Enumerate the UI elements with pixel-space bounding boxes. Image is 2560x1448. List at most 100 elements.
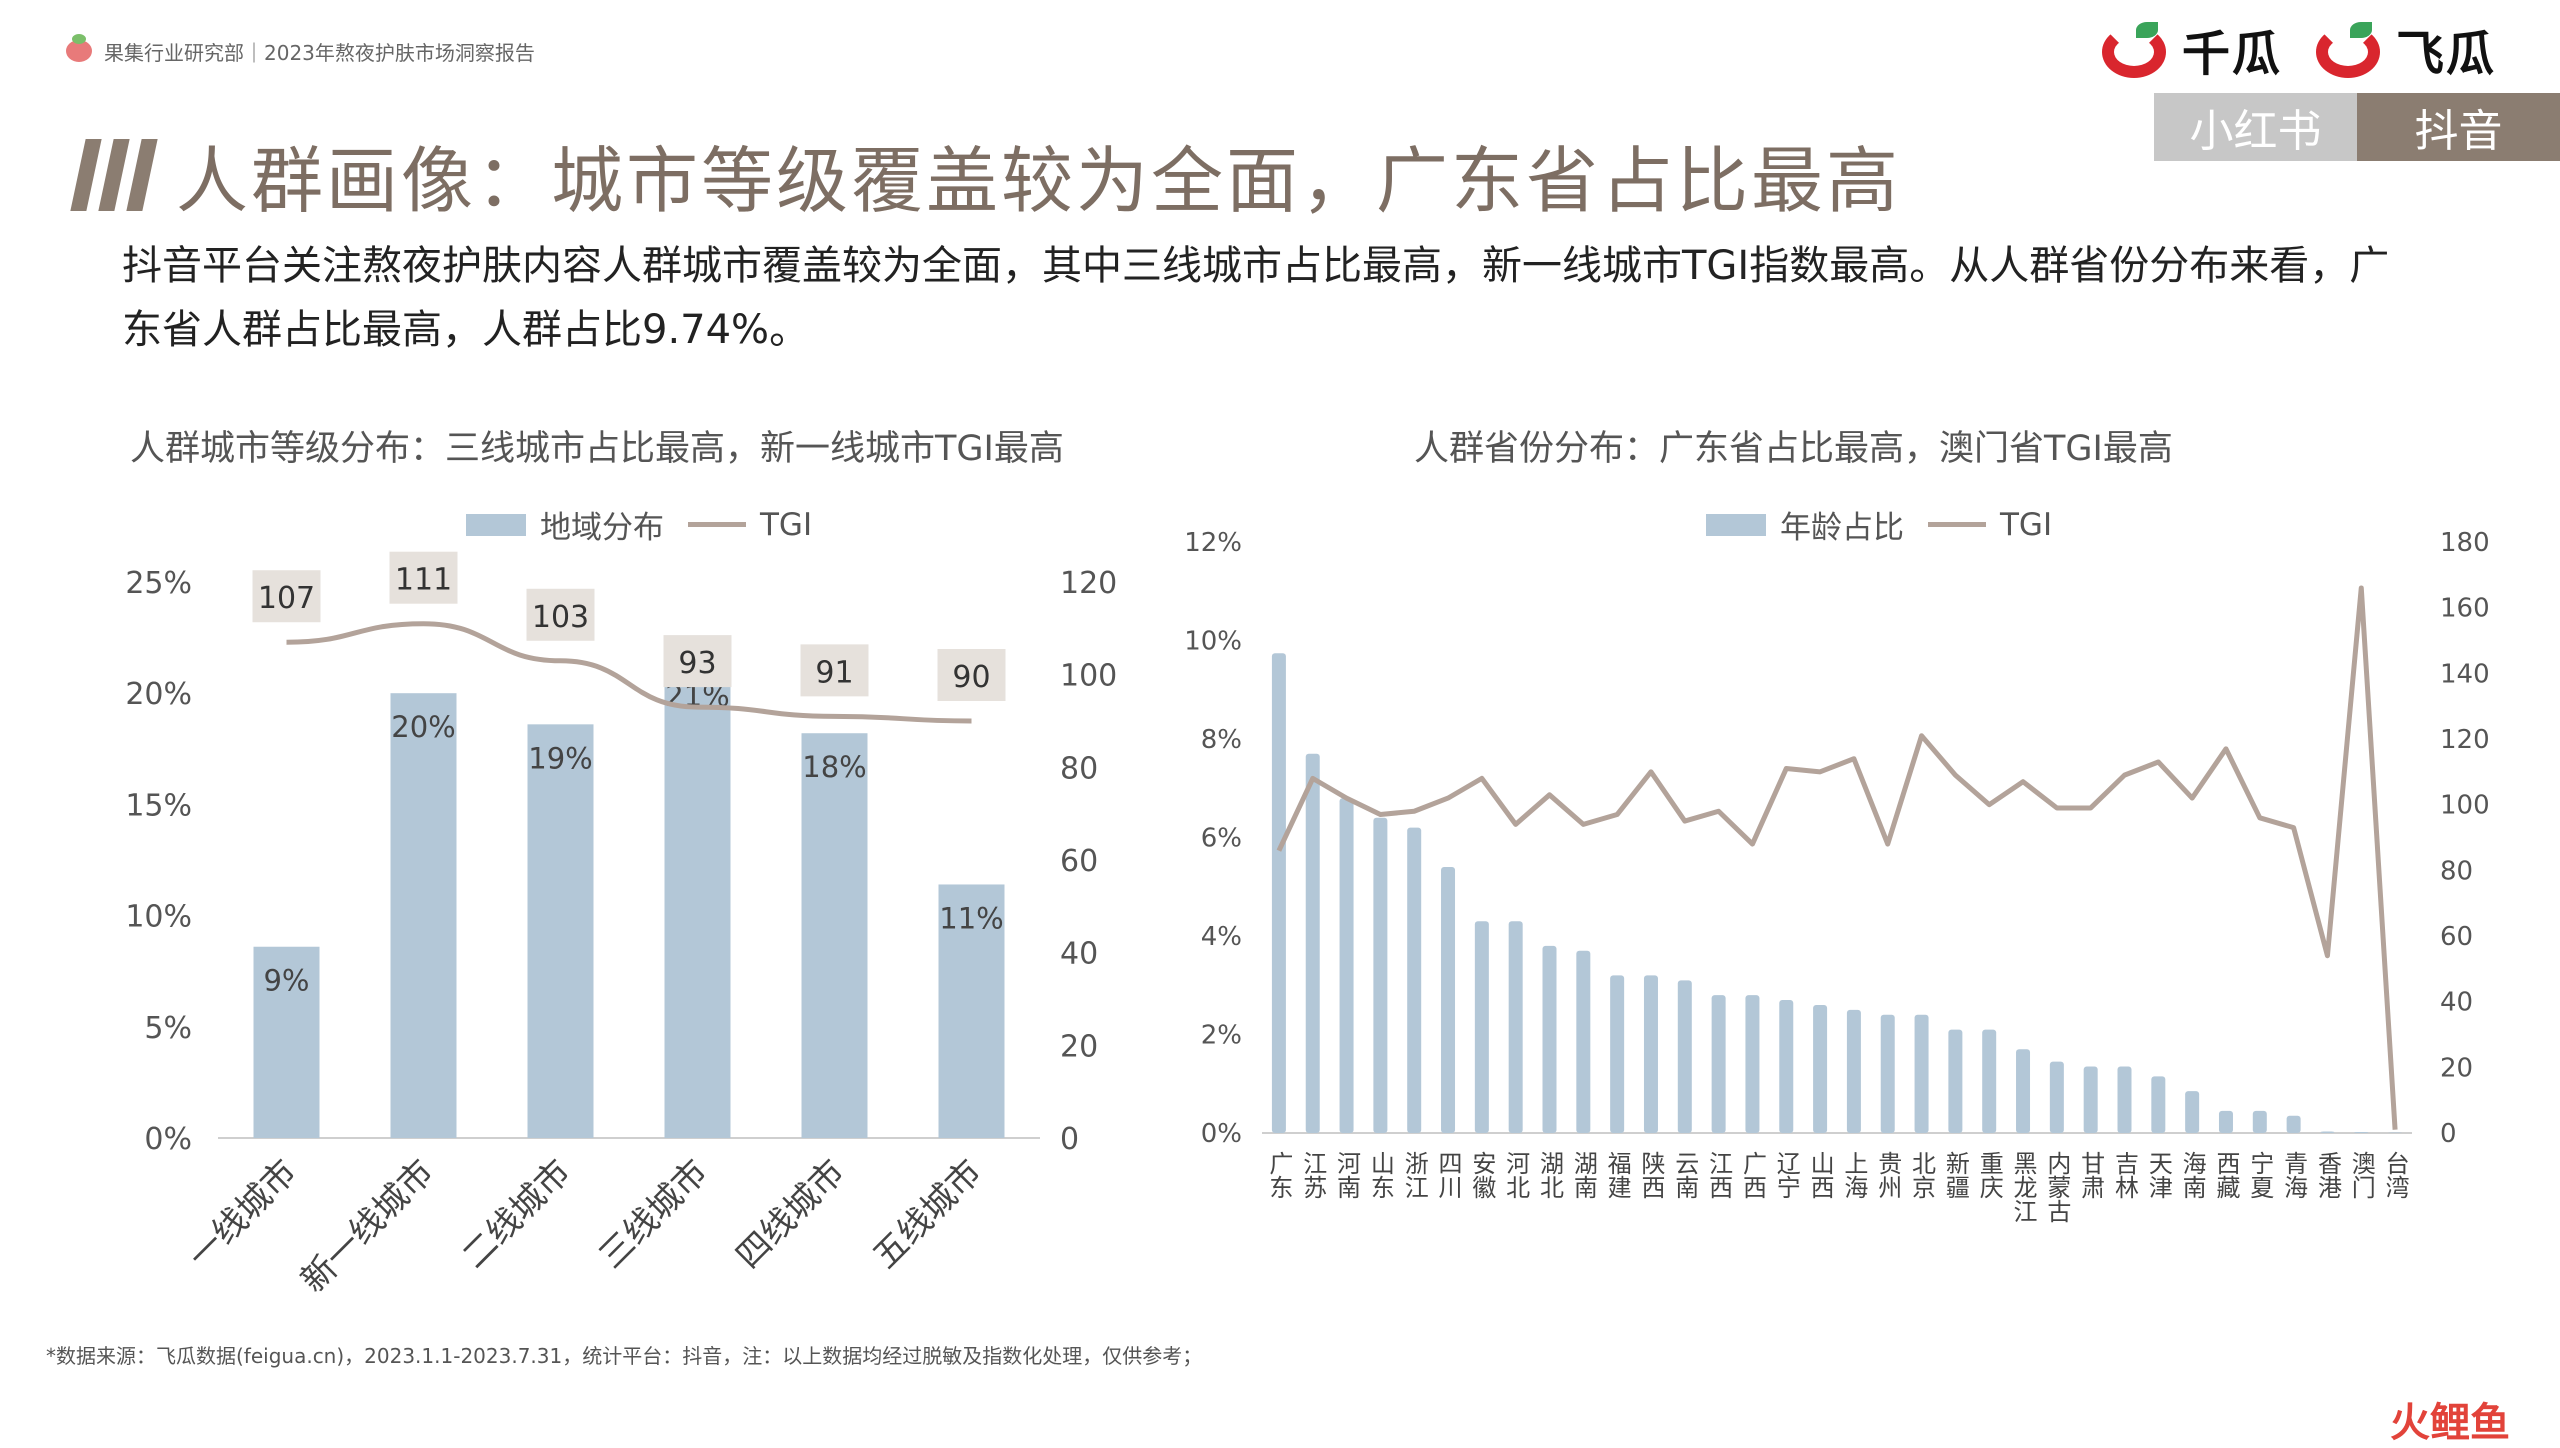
chart1-right-tick: 0 [1060,1122,1079,1157]
chart1-tgi-label-bg [663,635,732,688]
chart2-bar [1508,921,1523,1133]
chart2-bar [1982,1029,1997,1133]
chart2-bar [2016,1049,2031,1133]
chart1-tgi-label: 90 [952,660,990,695]
chart1-bar [527,724,594,1138]
chart2-category-label: 天津 [2144,1151,2172,1199]
chart1-legend: 地域分布 TGI [466,502,812,547]
chart1-bar [390,693,457,1138]
chart2-right-tick: 140 [2440,659,2490,689]
chart1-tgi-line [286,621,972,724]
chart2-bar [2354,1132,2369,1133]
chart1-category-label: 三线城市 [591,1152,715,1276]
chart1-right-tick: 20 [1060,1029,1098,1064]
chart2-right-tick: 120 [2440,725,2490,755]
chart2-right-tick: 20 [2440,1053,2473,1083]
chart2-category-label: 香港 [2313,1151,2341,1199]
chart1-tgi-label-bg [389,551,458,604]
chart2-legend-line-swatch [1928,522,1986,527]
chart2-bar [1677,980,1692,1133]
chart1-right-tick: 80 [1060,751,1098,786]
chart2-category-label: 湖南 [1569,1151,1597,1199]
chart2-category-label: 广西 [1738,1151,1766,1199]
chart1-right-tick: 100 [1060,659,1117,694]
chart2-bar [1779,1000,1794,1133]
report-source-text: 果集行业研究部｜2023年熬夜护肤市场洞察报告 [104,40,535,65]
chart1-bar [801,733,868,1138]
chart2-legend: 年龄占比 TGI [1706,502,2052,547]
chart1-tgi-label-bg [800,644,869,697]
chart1-tgi-label: 91 [815,655,853,690]
chart1-left-tick: 25% [125,566,192,601]
chart1-legend-line-label: TGI [760,506,813,543]
chart1-category-label: 四线城市 [728,1152,852,1276]
chart2-right-tick: 160 [2440,594,2490,624]
brand-feigua-name: 飞瓜 [2396,26,2497,82]
chart1-category-label: 五线城市 [865,1152,989,1276]
chart2-bar [1948,1029,1963,1133]
chart2-category-label: 贵州 [1874,1151,1902,1199]
chart1-left-tick: 20% [125,677,192,712]
chart2-tgi-line [1276,585,2398,1130]
chart1-left-tick: 15% [125,788,192,823]
chart1-category-label: 一线城市 [180,1152,304,1276]
chart1-tgi-label-bg [937,649,1006,701]
chart1-tgi-label: 107 [258,581,315,616]
chart2-bar [2320,1131,2335,1133]
brand-feigua: 飞瓜 [2312,14,2496,84]
chart2-title: 人群省份分布：广东省占比最高，澳门省TGI最高 [1414,429,2173,469]
fruit-logo-icon [66,34,92,62]
chart2-bar [2252,1110,2267,1133]
chart2-category-label: 安徽 [1468,1151,1496,1199]
chart2-left-tick: 4% [1201,922,1242,952]
chart2-left-tick: 10% [1184,627,1242,657]
chart2-bar [1542,945,1557,1133]
chart1-bar [664,662,731,1138]
chart2-bar [1474,921,1489,1133]
chart1-category-label: 二线城市 [454,1152,578,1276]
chart1-right-tick: 60 [1060,844,1098,879]
chart1-bar [253,946,320,1138]
chart1-right-tick: 40 [1060,937,1098,972]
chart2-left-tick: 0% [1201,1119,1242,1149]
tab-xiaohongshu[interactable]: 小红书 [2154,93,2357,161]
chart1-bar-label: 9% [263,964,309,998]
chart2-bar [1271,653,1286,1133]
chart1-category-label: 新一线城市 [293,1152,441,1300]
chart2-category-label: 甘肃 [2077,1151,2105,1199]
chart1-legend-bar-swatch [466,513,526,536]
brand-qiangua: 千瓜 [2098,14,2282,84]
chart2-category-label: 江苏 [1299,1151,1327,1199]
chart1-bar-label: 18% [802,750,866,784]
chart2-category-label: 上海 [1840,1151,1868,1199]
chart2-left-tick: 8% [1201,725,1242,755]
page-title: 人群画像：城市等级覆盖较为全面，广东省占比最高 [176,139,1902,223]
chart2-category-label: 青海 [2280,1151,2308,1199]
chart1-left-tick: 5% [144,1011,192,1046]
chart2-bar [1576,950,1591,1133]
chart2-category-label: 广东 [1265,1151,1293,1199]
chart2-bar [1610,975,1625,1133]
chart2-category-label: 四川 [1434,1151,1462,1199]
chart2-bar [1880,1014,1895,1133]
chart2-legend-bar-label: 年龄占比 [1780,510,1904,546]
chart2-bar [1643,975,1658,1133]
chart2-right-tick: 100 [2440,791,2490,821]
chart2-bar [1914,1014,1929,1133]
chart2-category-label: 台湾 [2381,1151,2409,1199]
chart2-bar [1846,1009,1861,1133]
chart2-category-label: 宁夏 [2246,1151,2274,1199]
tab-douyin[interactable]: 抖音 [2357,93,2560,161]
chart2-category-label: 重庆 [1975,1151,2003,1199]
chart2-legend-line-label: TGI [2000,506,2053,543]
chart2-category-label: 湖北 [1536,1151,1564,1199]
chart2-category-label: 海南 [2178,1151,2206,1199]
chart2-bar [1339,798,1354,1133]
chart2-bar [1407,827,1422,1133]
chart1-tgi-label: 103 [532,600,589,635]
data-source-note: *数据来源：飞瓜数据(feigua.cn)，2023.1.1-2023.7.31… [46,1344,1203,1368]
chart2-bar [1373,817,1388,1133]
chart1-tgi-label-bg [526,588,595,641]
qiangua-logo-icon [2098,18,2172,80]
chart2-left-tick: 2% [1201,1021,1242,1051]
